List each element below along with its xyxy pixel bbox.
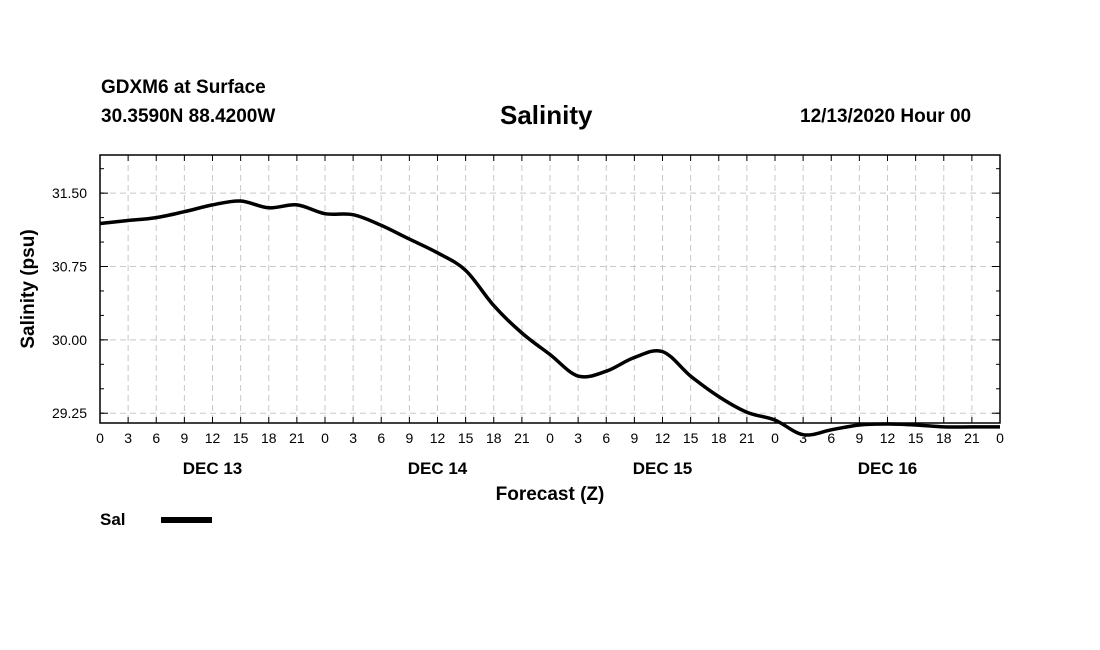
x-tick-label: 18 [936, 430, 952, 446]
x-tick-label: 9 [855, 430, 863, 446]
x-tick-label: 9 [180, 430, 188, 446]
y-tick-label: 31.50 [52, 185, 87, 201]
y-tick-label: 30.00 [52, 332, 87, 348]
day-label: DEC 16 [858, 459, 918, 478]
x-tick-label: 0 [96, 430, 104, 446]
x-tick-label: 15 [458, 430, 474, 446]
x-tick-label: 6 [377, 430, 385, 446]
x-tick-label: 6 [827, 430, 835, 446]
y-axis-label: Salinity (psu) [18, 229, 39, 348]
x-tick-label: 21 [964, 430, 980, 446]
legend-label: Sal [100, 510, 126, 529]
x-tick-label: 18 [261, 430, 277, 446]
x-tick-label: 18 [711, 430, 727, 446]
x-tick-label: 12 [430, 430, 446, 446]
plot-frame [99, 154, 1001, 424]
x-tick-label: 6 [602, 430, 610, 446]
salinity-series-line [99, 199, 1000, 437]
x-tick-label: 3 [574, 430, 582, 446]
x-tick-label: 12 [880, 430, 896, 446]
y-tick-label: 29.25 [52, 405, 87, 421]
chart-title: Salinity [500, 100, 593, 130]
x-tick-label: 21 [289, 430, 305, 446]
x-tick-label: 3 [349, 430, 357, 446]
y-tick-label: 30.75 [52, 259, 87, 275]
day-label: DEC 13 [183, 459, 243, 478]
x-tick-label: 21 [514, 430, 530, 446]
x-tick-label: 0 [546, 430, 554, 446]
x-tick-label: 21 [739, 430, 755, 446]
x-tick-label: 3 [124, 430, 132, 446]
x-tick-label: 15 [233, 430, 249, 446]
x-tick-label: 0 [771, 430, 779, 446]
x-tick-label: 15 [908, 430, 924, 446]
x-tick-label: 0 [321, 430, 329, 446]
x-tick-label: 9 [405, 430, 413, 446]
coordinates-label: 30.3590N 88.4200W [101, 106, 276, 127]
x-tick-label: 15 [683, 430, 699, 446]
x-tick-label: 9 [630, 430, 638, 446]
day-label: DEC 14 [408, 459, 468, 478]
station-label: GDXM6 at Surface [101, 77, 266, 98]
x-tick-label: 6 [152, 430, 160, 446]
x-tick-label: 18 [486, 430, 502, 446]
forecast-datetime: 12/13/2020 Hour 00 [800, 106, 972, 127]
x-tick-label: 12 [655, 430, 671, 446]
x-tick-label: 0 [996, 430, 1004, 446]
day-label: DEC 15 [633, 459, 693, 478]
x-tick-label: 12 [205, 430, 221, 446]
x-axis-label: Forecast (Z) [496, 484, 605, 505]
x-tick-label: 3 [799, 430, 807, 446]
